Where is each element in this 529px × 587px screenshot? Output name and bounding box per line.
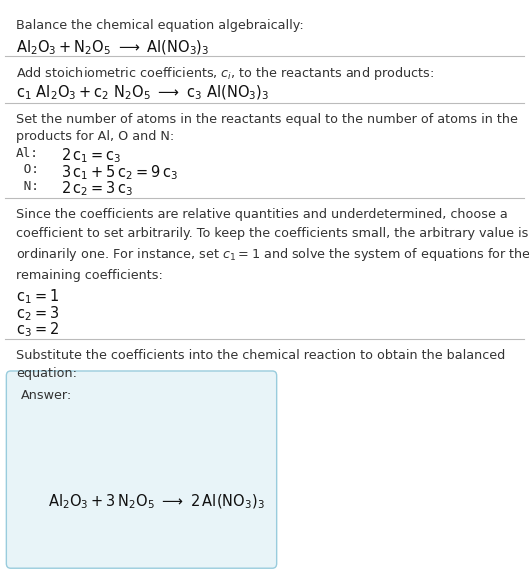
Text: N:: N: — [16, 180, 39, 193]
Text: $\mathrm{c_1\ Al_2O_3 + c_2\ N_2O_5\ \longrightarrow\ c_3\ Al(NO_3)_3}$: $\mathrm{c_1\ Al_2O_3 + c_2\ N_2O_5\ \lo… — [16, 83, 269, 102]
Text: Add stoichiometric coefficients, $c_i$, to the reactants and products:: Add stoichiometric coefficients, $c_i$, … — [16, 65, 434, 82]
Text: Substitute the coefficients into the chemical reaction to obtain the balanced: Substitute the coefficients into the che… — [16, 349, 505, 362]
Text: $\mathrm{3\,c_1 + 5\,c_2 = 9\,c_3}$: $\mathrm{3\,c_1 + 5\,c_2 = 9\,c_3}$ — [61, 163, 178, 182]
Text: $\mathrm{c_1 = 1}$: $\mathrm{c_1 = 1}$ — [16, 288, 59, 306]
Text: $\mathrm{c_3 = 2}$: $\mathrm{c_3 = 2}$ — [16, 321, 59, 339]
Text: $\mathrm{2\,c_1 = c_3}$: $\mathrm{2\,c_1 = c_3}$ — [61, 147, 122, 166]
Text: Set the number of atoms in the reactants equal to the number of atoms in the: Set the number of atoms in the reactants… — [16, 113, 518, 126]
Text: $\mathrm{Al_2O_3 + N_2O_5\ \longrightarrow\ Al(NO_3)_3}$: $\mathrm{Al_2O_3 + N_2O_5\ \longrightarr… — [16, 38, 209, 56]
Text: O:: O: — [16, 163, 39, 176]
Text: Balance the chemical equation algebraically:: Balance the chemical equation algebraica… — [16, 19, 304, 32]
Text: $\mathrm{2\,c_2 = 3\,c_3}$: $\mathrm{2\,c_2 = 3\,c_3}$ — [61, 180, 133, 198]
FancyBboxPatch shape — [6, 371, 277, 568]
Text: Al:: Al: — [16, 147, 39, 160]
Text: Since the coefficients are relative quantities and underdetermined, choose a
coe: Since the coefficients are relative quan… — [16, 208, 529, 282]
Text: $\mathrm{c_2 = 3}$: $\mathrm{c_2 = 3}$ — [16, 304, 59, 323]
Text: $\mathrm{Al_2O_3 + 3\,N_2O_5\ \longrightarrow\ 2\,Al(NO_3)_3}$: $\mathrm{Al_2O_3 + 3\,N_2O_5\ \longright… — [48, 492, 264, 511]
Text: equation:: equation: — [16, 367, 77, 380]
Text: products for Al, O and N:: products for Al, O and N: — [16, 130, 174, 143]
Text: Answer:: Answer: — [21, 389, 72, 402]
